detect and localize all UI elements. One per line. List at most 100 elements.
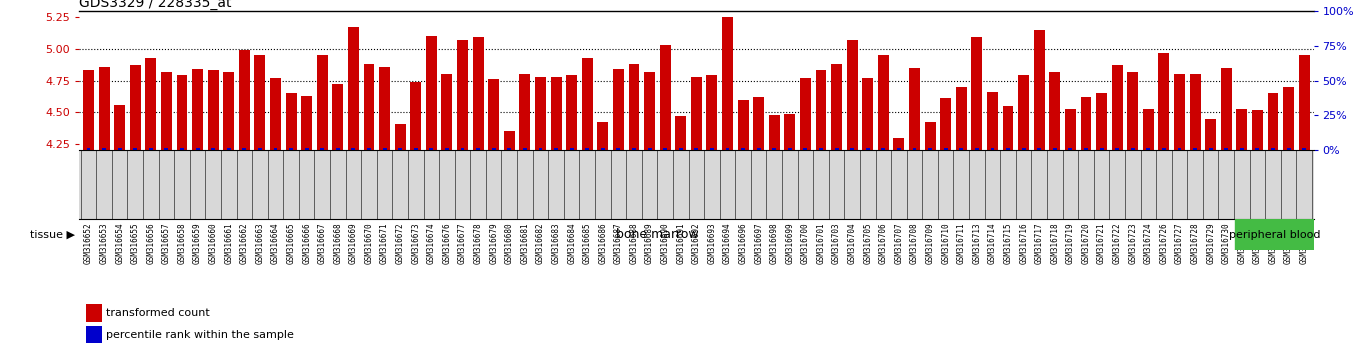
Bar xyxy=(898,148,900,150)
Bar xyxy=(461,148,465,150)
Bar xyxy=(554,148,558,150)
Bar xyxy=(1303,148,1307,150)
Bar xyxy=(426,36,436,150)
Bar xyxy=(492,148,495,150)
Bar xyxy=(1221,68,1232,150)
Bar xyxy=(831,64,842,150)
Bar xyxy=(270,78,281,150)
Bar xyxy=(476,148,480,150)
Bar xyxy=(207,70,218,150)
Bar xyxy=(818,148,822,150)
Bar xyxy=(239,50,250,150)
Text: GDS3329 / 228335_at: GDS3329 / 228335_at xyxy=(79,0,232,10)
Bar xyxy=(83,70,94,150)
Bar xyxy=(1209,148,1213,150)
Bar xyxy=(612,69,623,150)
Bar xyxy=(675,116,686,150)
Bar xyxy=(866,148,870,150)
Bar xyxy=(975,148,979,150)
Bar xyxy=(1236,219,1314,250)
Bar xyxy=(881,148,885,150)
Bar xyxy=(629,64,640,150)
Bar xyxy=(503,131,514,150)
Text: peripheral blood: peripheral blood xyxy=(1229,229,1320,240)
Bar xyxy=(1284,87,1294,150)
Bar xyxy=(803,148,807,150)
Bar xyxy=(195,148,199,150)
Bar xyxy=(364,64,375,150)
Bar xyxy=(988,92,998,150)
Bar xyxy=(430,148,434,150)
Bar xyxy=(707,75,717,150)
Bar xyxy=(847,40,858,150)
Text: tissue ▶: tissue ▶ xyxy=(30,229,75,240)
Bar xyxy=(908,68,919,150)
Text: percentile rank within the sample: percentile rank within the sample xyxy=(106,330,295,339)
Bar xyxy=(161,72,172,150)
Bar xyxy=(255,55,266,150)
Bar xyxy=(394,124,405,150)
Bar xyxy=(367,148,371,150)
Bar xyxy=(944,148,948,150)
Bar xyxy=(738,99,749,150)
Bar xyxy=(799,78,810,150)
Bar xyxy=(102,148,106,150)
Bar xyxy=(146,58,157,150)
Bar xyxy=(1084,148,1088,150)
Bar xyxy=(722,17,732,150)
Bar xyxy=(959,148,963,150)
Bar xyxy=(383,148,386,150)
Bar xyxy=(321,148,325,150)
Bar xyxy=(1065,109,1076,150)
Bar xyxy=(1189,74,1200,150)
Bar xyxy=(566,75,577,150)
Bar xyxy=(1053,148,1057,150)
Bar xyxy=(134,148,138,150)
Bar xyxy=(597,122,608,150)
Bar xyxy=(1049,72,1060,150)
Bar xyxy=(457,40,468,150)
Bar xyxy=(709,148,713,150)
Bar xyxy=(928,148,932,150)
Bar xyxy=(348,27,359,150)
Bar xyxy=(772,148,776,150)
Text: transformed count: transformed count xyxy=(106,308,210,318)
Bar xyxy=(289,148,293,150)
Bar xyxy=(956,87,967,150)
Bar xyxy=(445,148,449,150)
Bar xyxy=(862,78,873,150)
Bar xyxy=(990,148,994,150)
Bar xyxy=(413,148,417,150)
Bar xyxy=(115,105,125,150)
Text: bone marrow: bone marrow xyxy=(617,228,698,241)
Bar xyxy=(176,75,187,150)
Bar xyxy=(226,148,231,150)
Bar xyxy=(243,148,247,150)
Bar xyxy=(442,74,453,150)
Bar xyxy=(304,148,308,150)
Bar xyxy=(1143,109,1154,150)
Bar xyxy=(582,58,593,150)
Bar xyxy=(165,148,168,150)
Bar xyxy=(660,45,671,150)
Bar xyxy=(1127,72,1138,150)
Bar xyxy=(663,148,667,150)
Bar xyxy=(149,148,153,150)
Bar xyxy=(1112,65,1123,150)
Bar xyxy=(694,148,698,150)
Bar xyxy=(816,70,827,150)
Bar xyxy=(925,122,936,150)
Bar xyxy=(1003,106,1013,150)
Bar xyxy=(130,65,140,150)
Bar xyxy=(585,148,589,150)
Bar xyxy=(336,148,340,150)
Bar xyxy=(1022,148,1026,150)
Bar xyxy=(617,148,621,150)
Bar xyxy=(1255,148,1259,150)
Bar xyxy=(258,148,262,150)
Bar xyxy=(1162,148,1166,150)
Bar xyxy=(224,72,235,150)
Bar xyxy=(301,96,312,150)
Bar xyxy=(274,148,277,150)
Bar xyxy=(1158,53,1169,150)
